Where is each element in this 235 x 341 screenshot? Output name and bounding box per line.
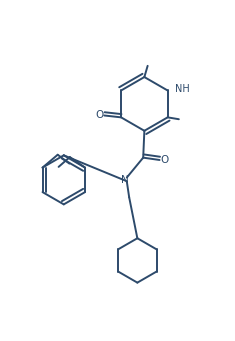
Text: O: O (161, 155, 169, 165)
Text: O: O (95, 110, 103, 120)
Text: NH: NH (175, 84, 190, 94)
Text: N: N (121, 175, 129, 185)
